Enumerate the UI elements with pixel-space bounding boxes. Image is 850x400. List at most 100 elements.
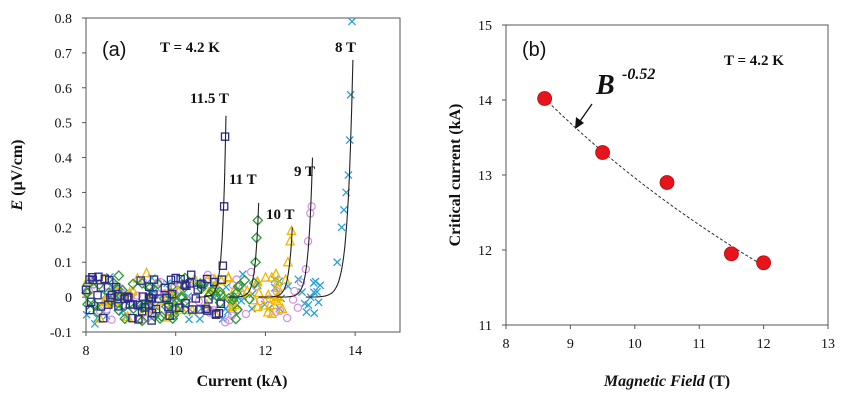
data-point (339, 205, 348, 214)
panel-a: 8 10 12 14 -0.1 0 0.1 0.2 0.3 0.4 0.5 0.6 0.7 0.8 8 T… (9, 12, 401, 390)
data-point (282, 256, 294, 267)
data-point (176, 275, 185, 284)
data-point (347, 17, 357, 26)
data-point (303, 237, 313, 246)
data-point (144, 300, 154, 309)
data-point (149, 275, 159, 284)
panel-b-xlabel-unit: (T) (709, 373, 730, 390)
data-point (262, 306, 274, 317)
panel-b-xtick-label: 9 (567, 337, 574, 352)
panel-b-label: (b) (522, 39, 546, 61)
data-point (85, 275, 94, 284)
data-point (187, 304, 198, 315)
series-label: 11 T (229, 172, 257, 188)
fit-curve (227, 202, 260, 298)
data-point (280, 273, 291, 284)
panel-a-ylabel-unit: (µV/cm) (9, 140, 26, 196)
panel-a-ytick-label: -0.1 (50, 326, 72, 341)
fit-curve (276, 157, 314, 298)
data-point (252, 300, 263, 312)
panel-a-label: (a) (102, 39, 126, 61)
panel-b-xtick-label: 10 (628, 337, 642, 352)
data-point (304, 300, 313, 309)
data-point (167, 289, 177, 299)
data-point (122, 292, 132, 301)
data-point (227, 294, 239, 306)
series-11-5-t (81, 132, 230, 325)
data-point (152, 278, 164, 290)
panel-b-xtick-label: 13 (821, 337, 835, 352)
data-point (171, 296, 183, 309)
panel-a-xtick-label: 14 (348, 344, 362, 359)
panel-a-series-labels: 8 T 9 T 10 T 11 T 11.5 T (190, 40, 356, 223)
data-point (277, 302, 288, 314)
critical-current-point (537, 91, 553, 106)
fit-curve (258, 227, 293, 298)
panel-b-xtick-label: 12 (757, 337, 771, 352)
data-point (136, 277, 148, 289)
data-point (160, 301, 172, 313)
data-point (148, 310, 160, 322)
panel-a-fit-lines (195, 59, 354, 298)
data-point (266, 271, 277, 282)
data-point (260, 271, 271, 282)
data-point (119, 313, 131, 325)
data-point (88, 272, 97, 282)
panel-a-xtick-label: 12 (258, 344, 272, 359)
data-point (136, 276, 145, 285)
data-point (147, 316, 156, 325)
data-point (107, 277, 120, 289)
data-point (168, 309, 180, 321)
data-point (249, 294, 260, 305)
series-label: 9 T (294, 164, 315, 180)
data-point (104, 300, 113, 309)
data-point (344, 170, 353, 180)
panel-b-xtick-label: 8 (503, 337, 510, 352)
data-point (316, 281, 325, 290)
data-point (333, 258, 342, 267)
data-point (107, 290, 117, 300)
data-point (167, 313, 179, 325)
data-point (191, 294, 201, 303)
data-point (247, 304, 257, 313)
panel-a-ylabel-var: E (9, 200, 26, 212)
panel-b-xlabel-var: Magnetic Field (603, 373, 706, 390)
panel-a-scatter (81, 17, 357, 328)
data-point (137, 307, 147, 316)
panel-a-ytick-label: 0.2 (55, 221, 73, 236)
data-point (195, 314, 204, 324)
data-point (232, 280, 244, 293)
data-point (201, 298, 213, 309)
data-point (248, 277, 260, 289)
panel-b-frame (505, 24, 829, 326)
data-point (241, 309, 251, 319)
power-law-fit (544, 98, 764, 267)
panel-a-xtick-label: 10 (169, 344, 183, 359)
data-point (309, 288, 319, 297)
data-point (253, 286, 265, 298)
data-point (310, 309, 319, 318)
data-point (216, 274, 227, 285)
data-point (107, 315, 116, 324)
data-point (312, 287, 322, 297)
data-point (223, 271, 234, 282)
panel-b-ylabel: Critical current (kA) (447, 104, 464, 247)
data-point (221, 318, 230, 327)
data-point (171, 273, 180, 283)
panel-a-ytick-label: 0.5 (55, 117, 73, 132)
panel-b-temperature: T = 4.2 K (724, 53, 784, 69)
data-point (196, 279, 208, 292)
data-point (160, 283, 170, 293)
data-point (232, 304, 244, 316)
data-point (272, 295, 283, 306)
data-point (138, 292, 148, 301)
data-point (307, 202, 316, 211)
data-point (314, 298, 323, 307)
panel-b-ytick-label: 12 (478, 244, 492, 259)
series-label: 8 T (335, 40, 356, 56)
data-point (154, 312, 166, 325)
panel-b-ytick-label: 14 (478, 94, 492, 109)
data-point (264, 299, 276, 310)
data-point (105, 275, 114, 285)
data-point (272, 281, 284, 292)
